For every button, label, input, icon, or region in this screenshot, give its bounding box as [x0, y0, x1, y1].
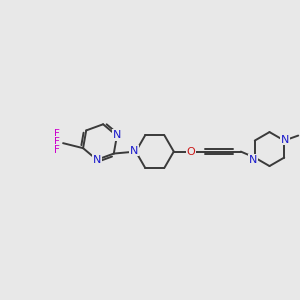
Text: F: F — [54, 129, 60, 139]
Text: F: F — [54, 137, 60, 147]
Text: N: N — [281, 135, 290, 145]
Text: F: F — [54, 145, 60, 155]
Text: O: O — [186, 147, 195, 157]
Text: N: N — [249, 154, 257, 165]
Text: N: N — [130, 146, 138, 156]
Text: N: N — [93, 155, 102, 165]
Text: N: N — [113, 130, 122, 140]
